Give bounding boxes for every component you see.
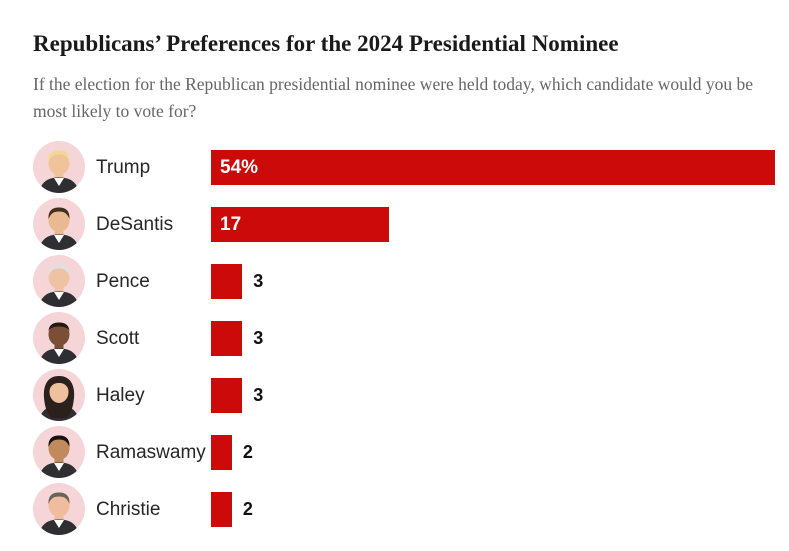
- candidate-row: Haley 3: [33, 367, 775, 424]
- candidate-avatar: [33, 483, 85, 536]
- value-bar: [211, 377, 243, 413]
- chart-subtitle: If the election for the Republican presi…: [33, 73, 754, 121]
- bar-track: 2: [211, 491, 775, 527]
- candidate-avatar: [33, 141, 85, 194]
- candidate-name: Scott: [96, 327, 140, 349]
- value-bar: [211, 491, 232, 527]
- value-bar: [211, 263, 243, 299]
- candidate-name: Ramaswamy: [96, 441, 206, 463]
- value-label-inside: 54%: [220, 156, 259, 178]
- candidate-name: DeSantis: [96, 213, 174, 235]
- candidate-avatar: [33, 426, 85, 479]
- bar-track: 3: [211, 320, 775, 356]
- bar-track: 3: [211, 377, 775, 413]
- candidate-row: Trump 54%: [33, 139, 775, 196]
- candidate-avatar: [33, 255, 85, 308]
- value-bar: [211, 434, 232, 470]
- value-label-outside: 2: [242, 442, 253, 463]
- candidate-name: Pence: [96, 270, 150, 292]
- bar-track: 17: [211, 206, 775, 242]
- bar-track: 3: [211, 263, 775, 299]
- value-bar: 54%: [211, 149, 775, 185]
- value-label-outside: 3: [253, 271, 264, 292]
- chart-title: Republicans’ Preferences for the 2024 Pr…: [33, 31, 619, 56]
- value-bar: 17: [211, 206, 389, 242]
- candidate-row: Christie 2: [33, 481, 775, 538]
- candidate-row: DeSantis 17: [33, 196, 775, 253]
- candidate-row: Ramaswamy 2: [33, 424, 775, 481]
- candidate-row: Scott 3: [33, 310, 775, 367]
- value-label-outside: 3: [253, 385, 264, 406]
- value-label-outside: 3: [253, 328, 264, 349]
- value-label-outside: 2: [242, 499, 253, 520]
- candidate-name: Haley: [96, 384, 145, 406]
- candidate-avatar: [33, 312, 85, 365]
- value-bar: [211, 320, 243, 356]
- candidate-row: Pence 3: [33, 253, 775, 310]
- value-label-inside: 17: [220, 213, 242, 235]
- bar-track: 54%: [211, 149, 775, 185]
- candidate-avatar: [33, 369, 85, 422]
- bar-chart: Trump 54% DeSantis 17 Pence 3 Scott: [33, 139, 775, 538]
- candidate-name: Christie: [96, 498, 161, 520]
- candidate-avatar: [33, 198, 85, 251]
- bar-track: 2: [211, 434, 775, 470]
- candidate-name: Trump: [96, 156, 151, 178]
